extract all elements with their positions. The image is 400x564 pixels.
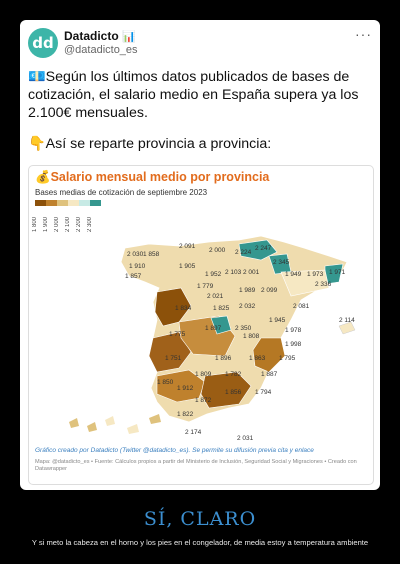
province-value-label: 1 822 [177,411,194,418]
province-value-label: 2 224 [235,249,252,256]
levante-shape [252,337,286,373]
province-value-label: 2 031 [237,435,254,442]
canary-shape-4 [127,424,139,434]
author-name-text: Datadicto [64,29,119,43]
province-value-label: 1 971 [329,269,346,276]
province-value-label: 2 114 [339,317,355,324]
author-handle[interactable]: @datadicto_es [64,44,138,56]
province-value-label: 1 910 [129,263,146,270]
province-value-label: 1 809 [195,371,212,378]
province-value-label: 2 345 [273,259,290,266]
caption-title: SÍ, CLARO [143,508,257,530]
chart-source: Mapa: @datadicto_es • Fuente: Cálculos p… [35,459,357,473]
tweet-text: 💶Según los últimos datos publicados de b… [28,68,374,166]
province-value-label: 1 794 [255,389,272,396]
province-value-label: 1 863 [249,355,266,362]
legend-swatch [79,200,90,206]
province-value-label: 1 887 [261,371,278,378]
province-value-label: 2 081 [293,303,310,310]
province-value-label: 2 030 [127,251,144,258]
chart-subtitle: Bases medias de cotización de septiembre… [35,188,208,197]
province-value-label: 1 945 [269,317,286,324]
chart-badge-icon: 📊 [122,31,136,43]
province-value-label: 2 099 [261,287,278,294]
canary-shape-5 [149,414,161,424]
province-value-label: 1 808 [243,333,260,340]
province-value-label: 1 858 [143,251,160,258]
province-value-label: 1 857 [125,273,142,280]
tweet-media[interactable]: 💰Salario mensual medio por provincia Bas… [28,165,374,485]
tweet-card: dd Datadicto 📊 @datadicto_es ··· 💶Según … [20,20,380,490]
province-value-label: 1 834 [175,305,192,312]
author-name[interactable]: Datadicto 📊 [64,29,136,43]
legend [35,200,101,206]
tweet-paragraph-1: 💶Según los últimos datos publicados de b… [28,69,359,121]
province-value-label: 2 174 [185,429,202,436]
legend-swatch [46,200,57,206]
province-value-label: 2 336 [315,281,332,288]
province-value-label: 2 091 [179,243,196,250]
province-value-label: 1 751 [165,355,182,362]
province-value-label: 2 021 [207,293,224,300]
province-value-label: 1 779 [197,283,214,290]
balearic-shape [338,321,356,335]
canary-shape-1 [69,418,79,428]
province-value-label: 1 905 [179,263,196,270]
chart-title: 💰Salario mensual medio por provincia [35,170,270,184]
province-value-label: 1 872 [195,397,212,404]
caption-text: Y si meto la cabeza en el horno y los pi… [31,538,369,547]
chart-credit[interactable]: Gráfico creado por Datadicto (Twitter @d… [35,447,314,454]
north-light-shape [280,269,330,297]
province-value-label: 1 897 [205,325,222,332]
province-value-label: 1 949 [285,271,302,278]
andalucia-west-shape [156,369,206,403]
province-value-label: 1 896 [215,355,232,362]
legend-swatch [57,200,68,206]
avatar[interactable]: dd [28,28,58,58]
legend-swatch [68,200,79,206]
province-value-label: 1 775 [169,331,186,338]
extremadura-shape [148,331,192,373]
legend-swatch [35,200,46,206]
canary-shape-3 [105,416,115,426]
province-value-label: 1 978 [285,327,302,334]
province-value-label: 2 000 [209,247,226,254]
legend-swatch [90,200,101,206]
andalucia-east-shape [200,371,252,409]
province-value-label: 1 825 [213,305,230,312]
province-value-label: 2 032 [239,303,256,310]
province-value-label: 1 998 [285,341,302,348]
tweet-paragraph-2: 👇Así se reparte provincia a provincia: [28,136,272,152]
province-value-label: 2 103 [225,269,242,276]
province-value-label: 1 989 [239,287,256,294]
canary-shape-2 [87,422,97,432]
province-value-label: 2 247 [255,245,272,252]
province-value-label: 1 850 [157,379,174,386]
province-value-label: 2 350 [235,325,252,332]
province-value-label: 1 912 [177,385,194,392]
more-options-icon[interactable]: ··· [355,26,372,42]
province-value-label: 2 001 [243,269,260,276]
province-value-label: 1 795 [279,355,296,362]
madrid-shape [210,315,232,335]
province-value-label: 1 952 [205,271,222,278]
province-value-label: 1 782 [225,371,242,378]
province-value-label: 1 856 [225,389,242,396]
province-value-label: 1 973 [307,271,324,278]
